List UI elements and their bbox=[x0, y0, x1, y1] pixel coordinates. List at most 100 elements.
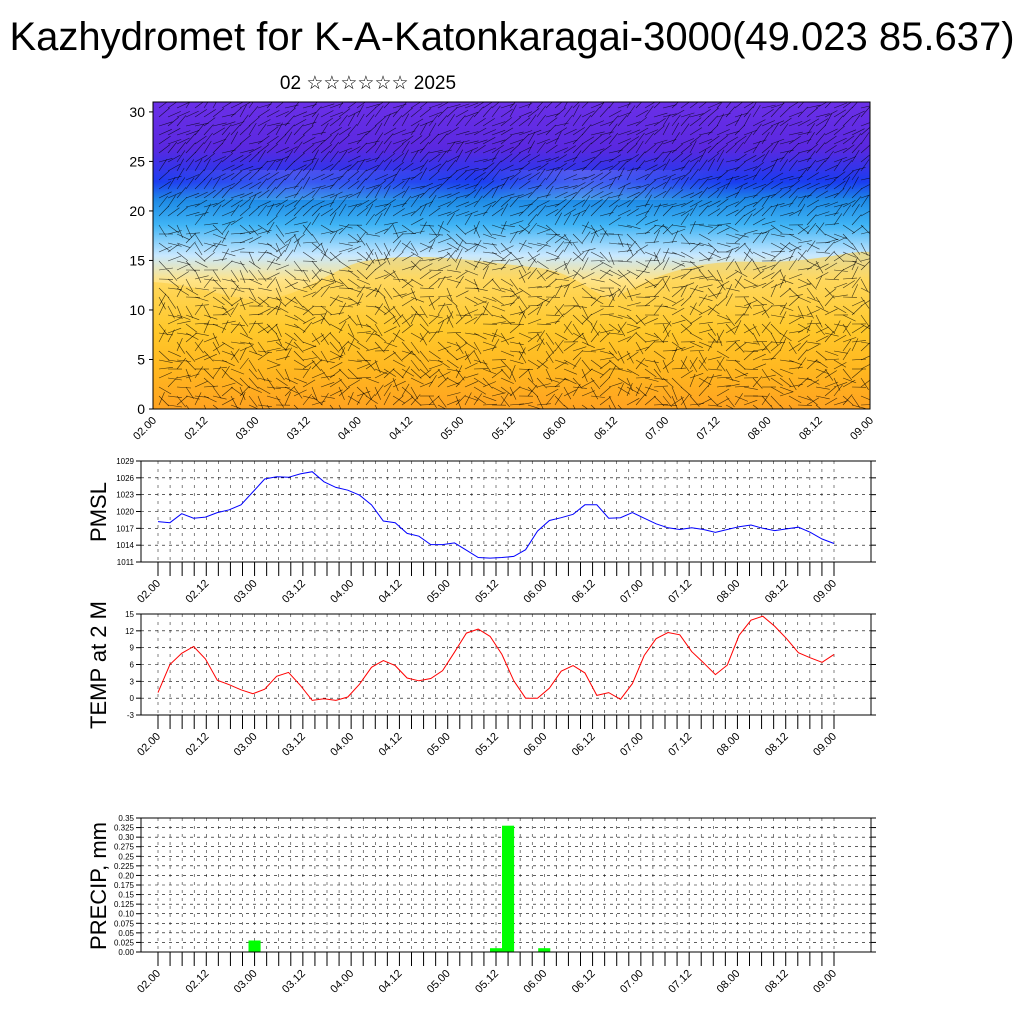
wind-barb bbox=[194, 275, 209, 280]
wind-barb bbox=[770, 283, 777, 298]
y-tick-label: 0 bbox=[137, 401, 145, 417]
wind-barb bbox=[185, 287, 199, 296]
wind-barb bbox=[563, 404, 569, 409]
wind-barb bbox=[752, 353, 766, 361]
wind-barb bbox=[635, 281, 649, 289]
wind-barb bbox=[815, 326, 829, 334]
wind-barb bbox=[419, 369, 432, 379]
wind-barb bbox=[464, 260, 478, 268]
wind-barb bbox=[797, 404, 813, 406]
wind-barb bbox=[185, 203, 200, 208]
wind-barb bbox=[329, 362, 343, 370]
wind-barb bbox=[626, 233, 638, 245]
wind-barb bbox=[185, 395, 200, 400]
wind-barb bbox=[554, 361, 568, 370]
wind-barb bbox=[356, 377, 372, 379]
wind-barb bbox=[374, 386, 381, 400]
wind-barb bbox=[374, 150, 384, 163]
wind-barb bbox=[833, 294, 848, 298]
wind-barb bbox=[725, 158, 740, 163]
wind-barb bbox=[590, 106, 601, 118]
wind-barb bbox=[311, 332, 321, 345]
wind-barb bbox=[761, 149, 770, 163]
wind-barb bbox=[365, 233, 380, 237]
x-tick-label: 08.12 bbox=[763, 731, 791, 759]
wind-barb bbox=[410, 395, 422, 406]
wind-barb bbox=[203, 132, 213, 145]
wind-barb bbox=[698, 359, 708, 372]
wind-barb bbox=[806, 278, 817, 290]
wind-barb bbox=[761, 321, 771, 334]
wind-barb bbox=[356, 207, 369, 217]
wind-barb bbox=[239, 323, 248, 336]
wind-barb bbox=[716, 102, 723, 109]
wind-barb bbox=[401, 368, 415, 377]
wind-barb bbox=[644, 105, 654, 118]
wind-barb bbox=[410, 118, 424, 127]
wind-barb bbox=[239, 166, 254, 172]
wind-barb bbox=[752, 260, 761, 273]
wind-barb bbox=[671, 346, 678, 361]
wind-barb bbox=[545, 341, 555, 354]
wind-barb bbox=[662, 314, 672, 327]
wind-barb bbox=[554, 212, 562, 226]
wind-barb bbox=[815, 275, 823, 289]
wind-barb bbox=[203, 314, 218, 320]
wind-barb bbox=[644, 219, 659, 226]
y-tick-label: 1029 bbox=[116, 457, 134, 466]
wind-barb bbox=[761, 323, 773, 334]
wind-barb bbox=[473, 341, 482, 355]
wind-barb bbox=[518, 306, 531, 316]
wind-barb bbox=[275, 301, 282, 316]
wind-barb bbox=[185, 130, 200, 136]
wind-barb bbox=[203, 140, 212, 154]
wind-barb bbox=[167, 128, 181, 136]
wind-barb bbox=[752, 183, 767, 190]
wind-barb bbox=[500, 224, 515, 227]
wind-barb bbox=[383, 287, 393, 300]
wind-barb bbox=[392, 240, 402, 253]
wind-barb bbox=[725, 119, 739, 127]
wind-barb bbox=[374, 116, 386, 127]
wind-barb bbox=[329, 332, 340, 344]
wind-barb bbox=[527, 258, 537, 271]
wind-barb bbox=[617, 242, 632, 246]
wind-barb bbox=[194, 392, 202, 406]
wind-barb bbox=[770, 106, 781, 118]
wind-barb bbox=[320, 208, 334, 217]
wind-barb bbox=[590, 262, 604, 271]
wind-barb bbox=[500, 108, 513, 118]
wind-barb bbox=[680, 359, 690, 372]
wind-barb bbox=[572, 282, 587, 289]
wind-barb bbox=[797, 102, 805, 109]
wind-barb bbox=[320, 331, 332, 343]
wind-barb bbox=[284, 385, 296, 397]
wind-barb bbox=[806, 199, 820, 208]
wind-barb bbox=[203, 368, 215, 380]
wind-barb bbox=[302, 224, 313, 236]
wind-barb bbox=[617, 224, 632, 228]
wind-barb bbox=[680, 251, 694, 259]
wind-barb bbox=[212, 138, 227, 145]
wind-barb bbox=[248, 260, 261, 270]
wind-barb bbox=[509, 287, 520, 299]
wind-barb bbox=[401, 211, 416, 217]
wind-barb bbox=[563, 377, 577, 385]
wind-barb bbox=[311, 334, 325, 343]
wind-barb bbox=[770, 138, 785, 145]
wind-barb bbox=[779, 123, 789, 136]
wind-barb bbox=[482, 346, 497, 352]
wind-barb bbox=[806, 123, 815, 136]
wind-barb bbox=[788, 314, 803, 318]
wind-barb bbox=[752, 251, 766, 259]
wind-barb bbox=[617, 305, 632, 311]
x-tick-label: 03.12 bbox=[280, 968, 308, 996]
wind-barb bbox=[833, 213, 843, 226]
wind-barb bbox=[338, 127, 351, 136]
wind-barb bbox=[788, 294, 803, 298]
wind-barb bbox=[545, 167, 560, 172]
wind-barb bbox=[212, 108, 225, 118]
wind-barb bbox=[545, 144, 558, 154]
wind-barb bbox=[752, 217, 766, 226]
wind-barb bbox=[680, 393, 690, 406]
